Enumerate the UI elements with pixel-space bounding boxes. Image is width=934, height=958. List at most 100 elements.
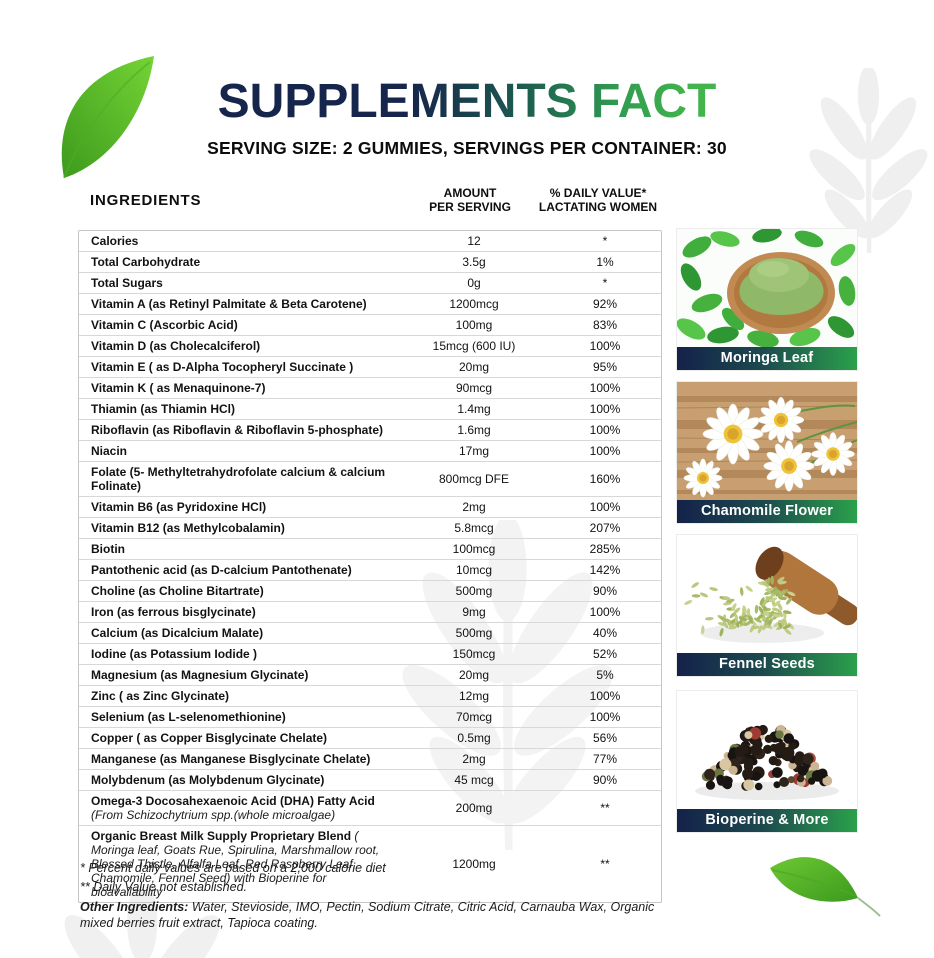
bioperine-label: Bioperine & More	[677, 809, 857, 832]
ingredient-name-cell: Copper ( as Copper Bisglycinate Chelate)	[79, 728, 399, 748]
table-column-headers: INGREDIENTS AMOUNT PER SERVING % DAILY V…	[78, 183, 660, 229]
table-row: Organic Breast Milk Supply Proprietary B…	[79, 825, 661, 902]
daily-value-cell: 100%	[589, 339, 621, 353]
amount-cell: 12	[467, 234, 481, 248]
ingredient-name-cell: Vitamin D (as Cholecalciferol)	[79, 336, 399, 356]
amount-cell: 2mg	[462, 500, 486, 514]
ingredient-label: Total Sugars	[91, 276, 163, 290]
ingredient-name-cell: Organic Breast Milk Supply Proprietary B…	[79, 826, 399, 902]
ingredient-label: Calcium (as Dicalcium Malate)	[91, 626, 264, 640]
ingredient-name-cell: Riboflavin (as Riboflavin & Riboflavin 5…	[79, 420, 399, 440]
ingredients-table: Calories 12 * Total Carbohydrate 3.5g 1%…	[78, 230, 662, 903]
leaf-watermark-top-right	[809, 68, 928, 253]
daily-value-cell: 52%	[592, 647, 618, 661]
footnote-other-ingredients: Other Ingredients: Water, Stevioside, IM…	[80, 899, 678, 931]
ingredient-name-cell: Vitamin B6 (as Pyridoxine HCl)	[79, 497, 399, 517]
ingredient-label-note: ( Moringa leaf, Goats Rue, Spirulina, Ma…	[91, 829, 380, 899]
ingredient-label: Niacin	[91, 444, 128, 458]
ingredient-name-cell: Biotin	[79, 539, 399, 559]
ingredient-name-cell: Pantothenic acid (as D-calcium Pantothen…	[79, 560, 399, 580]
daily-value-cell: 77%	[592, 752, 618, 766]
bioperine-peppercorns-photo	[677, 691, 857, 809]
daily-value-cell: 100%	[589, 500, 621, 514]
amount-column-header: AMOUNT PER SERVING	[395, 186, 545, 214]
daily-value-cell: 100%	[589, 402, 621, 416]
ingredient-name-cell: Vitamin K ( as Menaquinone-7)	[79, 378, 399, 398]
table-row: Manganese (as Manganese Bisglycinate Che…	[79, 748, 661, 769]
ingredient-name-cell: Total Carbohydrate	[79, 252, 399, 272]
card-fennel-seeds: Fennel Seeds	[676, 534, 858, 677]
table-row: Vitamin D (as Cholecalciferol) 15mcg (60…	[79, 335, 661, 356]
daily-value-header-line2: LACTATING WOMEN	[538, 200, 658, 214]
amount-cell: 1200mcg	[449, 297, 499, 311]
amount-cell: 150mcg	[452, 647, 496, 661]
ingredient-label: Iodine (as Potassium Iodide )	[91, 647, 258, 661]
table-row: Zinc ( as Zinc Glycinate) 12mg 100%	[79, 685, 661, 706]
leaf-watermark-bottom-left	[64, 890, 220, 958]
amount-cell: 12mg	[458, 689, 490, 703]
daily-value-cell: *	[602, 234, 608, 248]
daily-value-cell: **	[600, 801, 610, 815]
wooden-scoop	[755, 546, 857, 626]
daily-value-cell: 5%	[596, 668, 614, 682]
moringa-leaf-label: Moringa Leaf	[677, 347, 857, 370]
daily-value-cell: 100%	[589, 710, 621, 724]
daily-value-cell: 56%	[592, 731, 618, 745]
daily-value-cell: 95%	[592, 360, 618, 374]
amount-cell: 100mg	[455, 318, 493, 332]
amount-cell: 1200mg	[452, 857, 496, 871]
table-row: Vitamin B12 (as Methylcobalamin) 5.8mcg …	[79, 517, 661, 538]
ingredient-label: Zinc ( as Zinc Glycinate)	[91, 689, 230, 703]
ingredient-label: Vitamin E ( as D-Alpha Tocopheryl Succin…	[91, 360, 354, 374]
daily-value-cell: 40%	[592, 626, 618, 640]
serving-size-line: SERVING SIZE: 2 GUMMIES, SERVINGS PER CO…	[207, 138, 727, 158]
moringa-leaves	[677, 229, 856, 347]
amount-cell: 500mg	[455, 584, 493, 598]
table-row: Vitamin E ( as D-Alpha Tocopheryl Succin…	[79, 356, 661, 377]
amount-cell: 100mcg	[452, 542, 496, 556]
ingredient-label: Vitamin A (as Retinyl Palmitate & Beta C…	[91, 297, 367, 311]
table-row: Iron (as ferrous bisglycinate) 9mg 100%	[79, 601, 661, 622]
ingredient-name-cell: Iodine (as Potassium Iodide )	[79, 644, 399, 664]
ingredient-label: Organic Breast Milk Supply Proprietary B…	[91, 829, 352, 843]
ingredient-label: Pantothenic acid (as D-calcium Pantothen…	[91, 563, 352, 577]
amount-cell: 20mg	[458, 360, 490, 374]
amount-cell: 45 mcg	[454, 773, 494, 787]
ingredient-label: Iron (as ferrous bisglycinate)	[91, 605, 256, 619]
table-row: Calories 12 *	[79, 231, 661, 251]
ingredient-name-cell: Choline (as Choline Bitartrate)	[79, 581, 399, 601]
other-ingredients-text: Water, Stevioside, IMO, Pectin, Sodium C…	[80, 900, 655, 930]
ingredient-name-cell: Zinc ( as Zinc Glycinate)	[79, 686, 399, 706]
daily-value-cell: 100%	[589, 689, 621, 703]
daily-value-cell: 142%	[589, 563, 621, 577]
footnote-daily-values: * Percent daily values are based on a 2,…	[80, 861, 386, 875]
ingredient-label: Manganese (as Manganese Bisglycinate Che…	[91, 752, 371, 766]
table-row: Vitamin C (Ascorbic Acid) 100mg 83%	[79, 314, 661, 335]
amount-cell: 2mg	[462, 752, 486, 766]
table-row: Riboflavin (as Riboflavin & Riboflavin 5…	[79, 419, 661, 440]
ingredient-name-cell: Selenium (as L-selenomethionine)	[79, 707, 399, 727]
card-bioperine: Bioperine & More	[676, 690, 858, 833]
daily-value-cell: 90%	[592, 584, 618, 598]
table-row: Copper ( as Copper Bisglycinate Chelate)…	[79, 727, 661, 748]
ingredient-name-cell: Omega-3 Docosahexaenoic Acid (DHA) Fatty…	[79, 791, 399, 825]
amount-cell: 10mcg	[455, 563, 493, 577]
green-leaf-decoration-bottom-right	[770, 857, 881, 917]
ingredient-label: Selenium (as L-selenomethionine)	[91, 710, 286, 724]
ingredient-label: Vitamin B12 (as Methylcobalamin)	[91, 521, 285, 535]
table-row: Vitamin K ( as Menaquinone-7) 90mcg 100%	[79, 377, 661, 398]
ingredient-label: Folate (5- Methyltetrahydrofolate calciu…	[91, 465, 386, 493]
amount-cell: 20mg	[458, 668, 490, 682]
ingredient-label: Omega-3 Docosahexaenoic Acid (DHA) Fatty…	[91, 794, 375, 808]
ingredient-name-cell: Magnesium (as Magnesium Glycinate)	[79, 665, 399, 685]
chamomile-flower-label: Chamomile Flower	[677, 500, 857, 523]
daily-value-cell: 100%	[589, 444, 621, 458]
fennel-seeds-photo	[677, 535, 857, 653]
ingredient-label: Vitamin C (Ascorbic Acid)	[91, 318, 238, 332]
ingredient-name-cell: Calories	[79, 231, 399, 251]
ingredient-label: Thiamin (as Thiamin HCl)	[91, 402, 236, 416]
amount-cell: 17mg	[458, 444, 490, 458]
daily-value-cell: **	[600, 857, 610, 871]
green-leaf-decoration-top-left	[61, 56, 154, 179]
